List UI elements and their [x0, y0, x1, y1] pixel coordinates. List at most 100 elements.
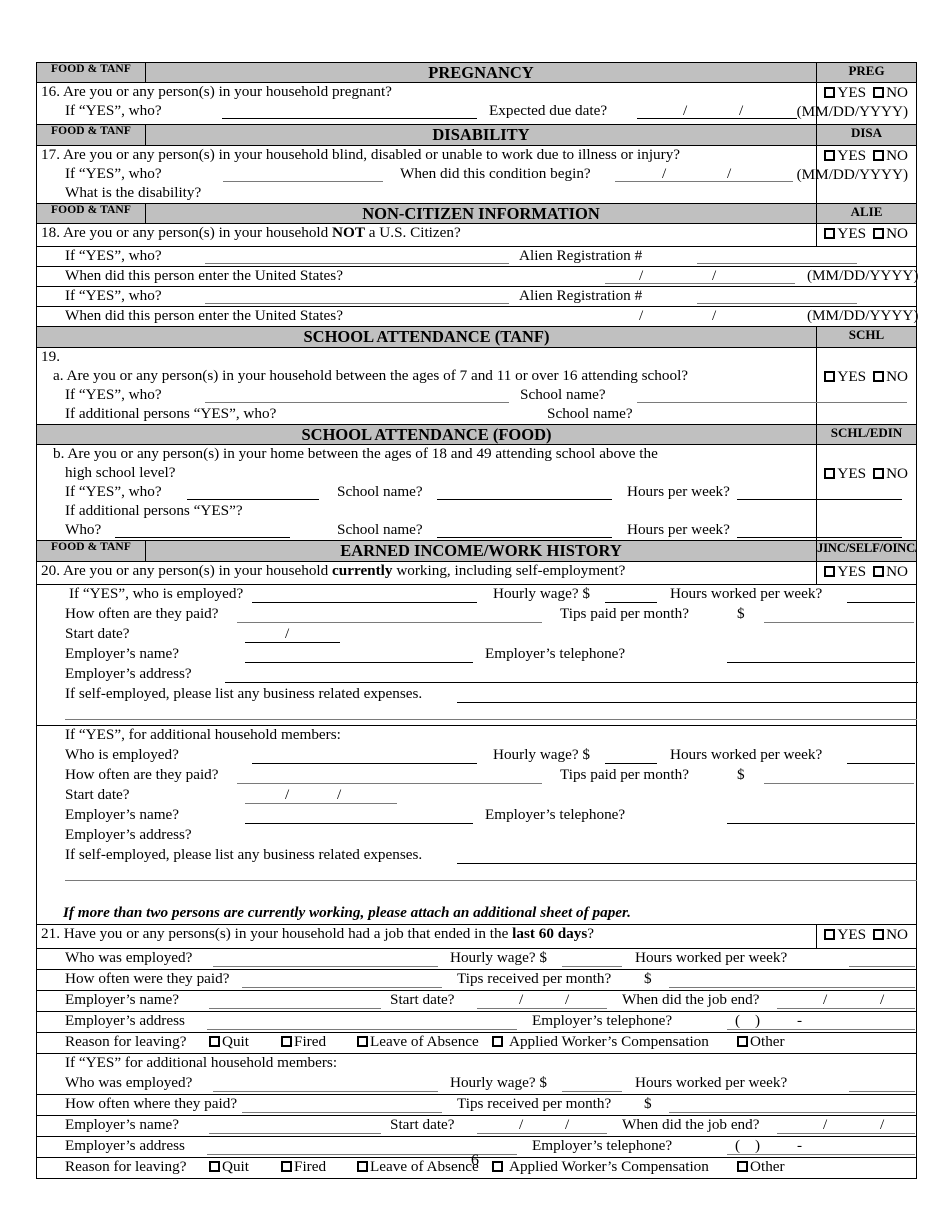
pregnancy-yes-no-group[interactable]: YES NO [824, 84, 908, 102]
input-q20p1-self-employed-2[interactable] [65, 718, 917, 720]
checkbox-icon-noncitizen-no[interactable] [873, 228, 885, 240]
input-q20p2-how-often-paid[interactable] [237, 782, 542, 784]
input-q20p1-who-employed[interactable] [252, 601, 477, 603]
q21-yes-no-group[interactable]: YES NO [824, 926, 908, 944]
input-q21p1-hourly-wage[interactable] [562, 965, 622, 967]
input-q20p1-employer-phone[interactable] [727, 661, 915, 663]
input-q21p1-who-employed[interactable] [213, 965, 438, 967]
checkbox-icon-q20-yes[interactable] [824, 565, 836, 577]
checkbox-icon-pregnancy-yes[interactable] [824, 87, 836, 99]
input-q21p2-employer-name[interactable] [209, 1132, 381, 1134]
input-q21p2-tips-received[interactable] [669, 1111, 915, 1113]
checkbox-icon-noncitizen-yes[interactable] [824, 228, 836, 240]
school-food-yes-no-group[interactable]: YES NO [824, 465, 908, 483]
input-q21p2-start-date[interactable] [477, 1132, 607, 1134]
input-alien-registration-2[interactable] [697, 303, 857, 305]
input-school-food-who-2[interactable] [115, 537, 290, 539]
school-tanf-yes-no-group[interactable]: YES NO [824, 368, 908, 386]
q21p2-reason-quit[interactable]: Quit [209, 1158, 249, 1176]
checkbox-icon-q21p1-workers-comp[interactable] [492, 1035, 503, 1047]
input-q21p1-employer-name[interactable] [209, 1007, 381, 1009]
school-food-who1-row: If “YES”, who? School name? Hours per we… [37, 483, 902, 502]
input-q20p1-hourly-wage[interactable] [605, 601, 657, 603]
input-q20p1-how-often-paid[interactable] [237, 621, 542, 623]
input-hours-per-week-2[interactable] [737, 537, 902, 539]
checkbox-icon-school-food-yes[interactable] [824, 468, 836, 480]
input-q20p2-tips[interactable] [764, 782, 914, 784]
checkbox-icon-q21-no[interactable] [873, 928, 885, 940]
input-noncitizen-who-1[interactable] [205, 263, 509, 265]
input-q21p1-start-date[interactable] [477, 1007, 607, 1009]
checkbox-icon-q21p2-other[interactable] [737, 1160, 748, 1172]
input-school-name-food-2[interactable] [437, 537, 612, 539]
input-q21p1-employer-address[interactable] [207, 1028, 517, 1030]
checkbox-icon-disability-yes[interactable] [824, 149, 836, 161]
input-disability-who[interactable] [223, 180, 383, 182]
q21p1-reason-other[interactable]: Other [737, 1033, 785, 1051]
checkbox-icon-q21p1-quit[interactable] [209, 1035, 220, 1047]
input-q21p1-tips-received[interactable] [669, 986, 915, 988]
checkbox-icon-q21p1-other[interactable] [737, 1035, 748, 1047]
checkbox-icon-q20-no[interactable] [873, 565, 885, 577]
input-q20p1-start-date[interactable] [245, 641, 340, 643]
input-school-name-food-1[interactable] [437, 499, 612, 501]
checkbox-icon-q21p2-workers-comp[interactable] [492, 1160, 503, 1172]
checkbox-icon-q21-yes[interactable] [824, 928, 836, 940]
input-school-food-who-1[interactable] [187, 499, 319, 501]
input-q21p2-job-end-date[interactable] [777, 1132, 915, 1134]
input-school-name-tanf-1[interactable] [637, 401, 907, 403]
q21p1-reason-loa[interactable]: Leave of Absence [357, 1033, 479, 1051]
input-q21p1-employer-phone[interactable] [727, 1028, 915, 1030]
input-q21p2-employer-address[interactable] [207, 1153, 517, 1155]
q21p2-reason-fired[interactable]: Fired [281, 1158, 326, 1176]
input-pregnancy-who[interactable] [222, 118, 477, 120]
input-noncitizen-who-2[interactable] [205, 303, 509, 305]
input-disability-begin-date[interactable] [615, 180, 793, 182]
noncitizen-yes-no-group[interactable]: YES NO [824, 225, 908, 243]
q21p2-reason-workers-comp[interactable]: Applied Worker’s Compensation [492, 1158, 709, 1176]
input-q20p1-employer-address[interactable] [225, 681, 918, 683]
checkbox-icon-q21p2-fired[interactable] [281, 1160, 292, 1172]
input-q20p2-start-date[interactable] [245, 802, 397, 804]
input-q20p2-self-employed-1[interactable] [457, 862, 917, 864]
input-q20p2-hourly-wage[interactable] [605, 762, 657, 764]
input-q20p2-hours-worked[interactable] [847, 762, 915, 764]
input-q21p2-how-often-paid[interactable] [242, 1111, 442, 1113]
input-q21p2-who-employed[interactable] [213, 1090, 438, 1092]
input-alien-registration-1[interactable] [697, 263, 857, 265]
input-pregnancy-due-date[interactable] [637, 118, 797, 120]
checkbox-icon-q21p2-quit[interactable] [209, 1160, 220, 1172]
q21p1-reason-quit[interactable]: Quit [209, 1033, 249, 1051]
input-q21p2-employer-phone[interactable] [727, 1153, 915, 1155]
q20-yes-no-group[interactable]: YES NO [824, 563, 908, 581]
input-noncitizen-entry-date-1[interactable] [605, 283, 795, 285]
checkbox-icon-school-food-no[interactable] [873, 468, 885, 480]
input-q20p2-employer-phone[interactable] [727, 822, 915, 824]
input-q20p1-tips[interactable] [764, 621, 914, 623]
checkbox-icon-school-tanf-yes[interactable] [824, 370, 836, 382]
checkbox-icon-disability-no[interactable] [873, 149, 885, 161]
input-q20p2-who-employed[interactable] [252, 762, 477, 764]
input-q20p2-employer-name[interactable] [245, 822, 473, 824]
input-school-tanf-who-1[interactable] [205, 401, 509, 403]
checkbox-icon-pregnancy-no[interactable] [873, 87, 885, 99]
checkbox-icon-school-tanf-no[interactable] [873, 370, 885, 382]
input-q21p1-hours-worked[interactable] [849, 965, 915, 967]
q21p1-reason-workers-comp[interactable]: Applied Worker’s Compensation [492, 1033, 709, 1051]
checkbox-icon-q21p2-loa[interactable] [357, 1160, 368, 1172]
input-hours-per-week-1[interactable] [737, 499, 902, 501]
disability-yes-no-group[interactable]: YES NO [824, 147, 908, 165]
input-q20p1-self-employed-1[interactable] [457, 701, 917, 703]
q21p2-reason-loa[interactable]: Leave of Absence [357, 1158, 479, 1176]
checkbox-icon-q21p1-fired[interactable] [281, 1035, 292, 1047]
input-q20p2-self-employed-2[interactable] [65, 879, 917, 881]
q21p2-reason-other[interactable]: Other [737, 1158, 785, 1176]
input-q21p2-hourly-wage[interactable] [562, 1090, 622, 1092]
input-q20p1-employer-name[interactable] [245, 661, 473, 663]
checkbox-icon-q21p1-loa[interactable] [357, 1035, 368, 1047]
input-q21p1-job-end-date[interactable] [777, 1007, 915, 1009]
input-q21p1-how-often-paid[interactable] [242, 986, 442, 988]
q21p1-reason-fired[interactable]: Fired [281, 1033, 326, 1051]
input-q20p1-hours-worked[interactable] [847, 601, 915, 603]
input-q21p2-hours-worked[interactable] [849, 1090, 915, 1092]
